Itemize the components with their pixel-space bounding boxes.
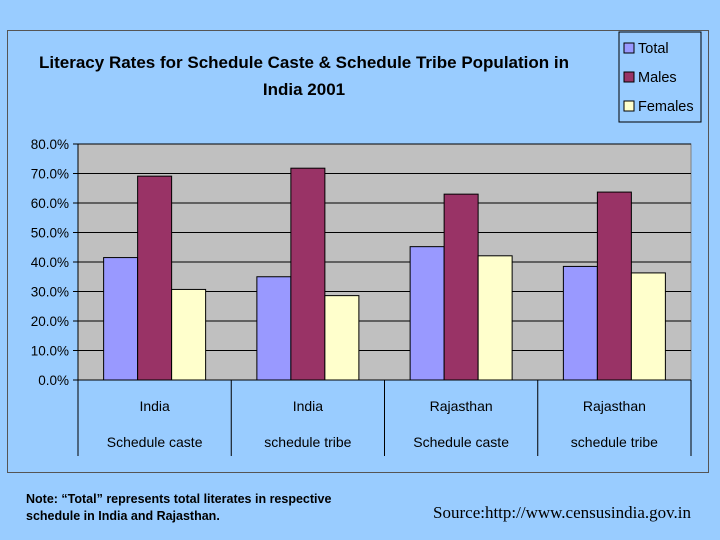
x-category-label: schedule tribe	[571, 434, 658, 450]
y-tick-label: 20.0%	[31, 314, 69, 329]
y-tick-label: 10.0%	[31, 344, 69, 359]
bar-females-3	[630, 272, 666, 381]
x-category-label: Rajasthan	[430, 398, 493, 414]
footnote: Note: “Total” represents total literates…	[26, 492, 332, 523]
y-tick-label: 50.0%	[31, 226, 69, 241]
legend: Total Males Females	[618, 31, 702, 123]
legend-label-males: Males	[638, 70, 677, 86]
chart-frame: Literacy Rates for Schedule Caste & Sche…	[7, 30, 709, 473]
bars	[103, 167, 666, 381]
x-category-label: India	[139, 398, 170, 414]
legend-swatch-females	[623, 100, 635, 112]
legend-label-total: Total	[638, 41, 669, 57]
y-tick-label: 30.0%	[31, 285, 69, 300]
chart-title-line-1: Literacy Rates for Schedule Caste & Sche…	[39, 53, 569, 72]
x-category-label: schedule tribe	[264, 434, 351, 450]
legend-swatch-total	[623, 42, 635, 54]
legend-label-females: Females	[638, 99, 694, 115]
bar-males-0	[137, 175, 173, 381]
chart-title-line-2: India 2001	[263, 80, 345, 99]
bar-chart: Literacy Rates for Schedule Caste & Sche…	[31, 31, 702, 456]
y-tick-label: 40.0%	[31, 255, 69, 270]
bar-total-1	[256, 276, 292, 381]
bar-total-0	[103, 257, 139, 381]
y-tick-label: 70.0%	[31, 167, 69, 182]
bar-females-0	[171, 288, 207, 381]
bar-females-2	[477, 255, 513, 381]
y-tick-label: 0.0%	[38, 373, 69, 388]
source-citation: Source:http://www.censusindia.gov.in	[433, 503, 691, 522]
chart-title: Literacy Rates for Schedule Caste & Sche…	[39, 53, 569, 99]
bar-males-1	[290, 167, 326, 381]
x-category-label: Schedule caste	[413, 434, 509, 450]
y-axis: 0.0% 10.0% 20.0% 30.0% 40.0% 50.0% 60.0% 70.0% 8…	[31, 137, 79, 388]
legend-swatch-males	[623, 71, 635, 83]
bar-total-2	[409, 246, 445, 381]
bar-total-3	[562, 265, 598, 381]
bar-males-3	[596, 191, 632, 381]
y-tick-label: 60.0%	[31, 196, 69, 211]
y-tick-label: 80.0%	[31, 137, 69, 152]
x-category-label: Rajasthan	[583, 398, 646, 414]
bar-males-2	[443, 193, 479, 381]
x-category-label: India	[293, 398, 324, 414]
bar-females-1	[324, 295, 360, 381]
x-category-label: Schedule caste	[107, 434, 203, 450]
x-axis: India Schedule caste India schedule tribe Ra…	[77, 379, 692, 456]
